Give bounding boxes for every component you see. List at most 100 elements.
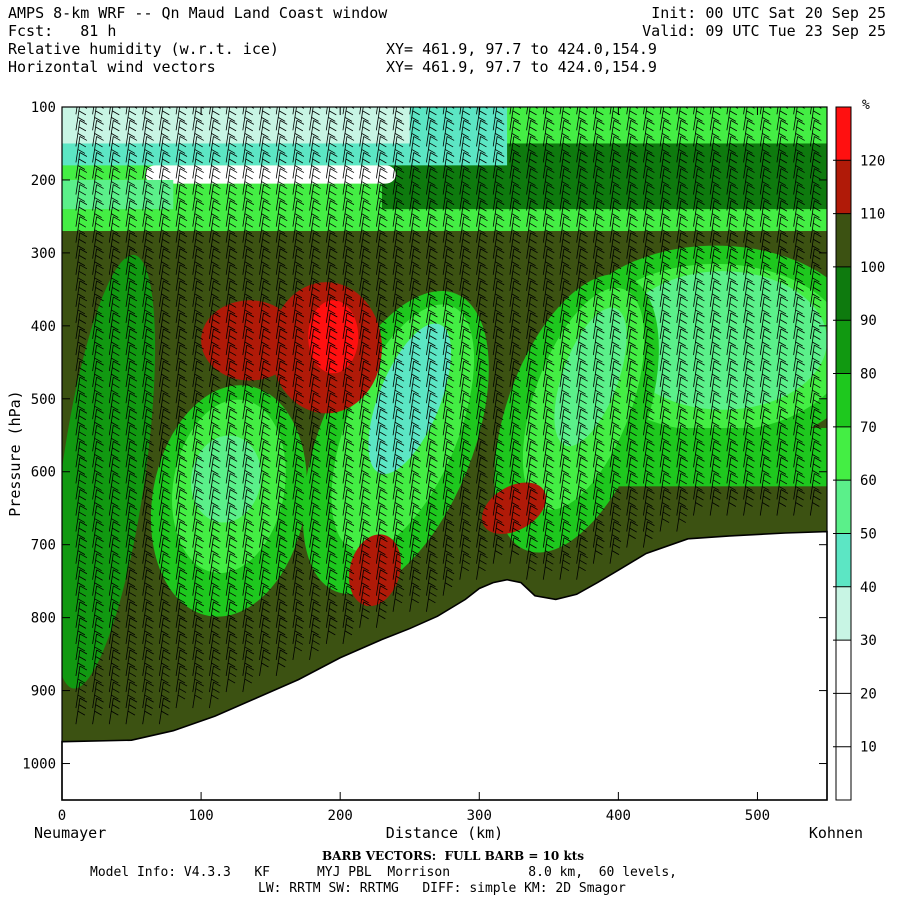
terrain (61, 530, 828, 801)
wind-barb-270 (175, 665, 188, 693)
wind-barb-565 (325, 107, 338, 131)
wind-barb-490 (275, 601, 288, 628)
wind-barb-1048 (576, 328, 588, 356)
wind-barb-163 (142, 200, 154, 227)
wind-barb-456 (259, 633, 271, 661)
wind-barb-773 (426, 264, 438, 291)
wind-barb-1423 (809, 248, 822, 275)
wind-barb-452 (259, 569, 271, 596)
wind-barb-899 (492, 312, 505, 340)
wind-barb-854 (459, 553, 471, 580)
wind-barb-532 (309, 136, 321, 163)
wind-barb-658 (359, 505, 371, 532)
wind-barb-848 (459, 457, 471, 484)
wind-barb-1129 (626, 216, 638, 243)
wind-barb-624 (342, 505, 355, 532)
wind-barb-594 (325, 569, 338, 596)
wind-barb-218 (158, 457, 171, 484)
x-tick-label: 100 (188, 808, 213, 824)
wind-barb-923 (509, 232, 522, 259)
wind-barb-710 (392, 280, 405, 307)
wind-barb-462 (275, 152, 288, 179)
wind-barb-1144 (626, 457, 638, 484)
wind-barb-326 (209, 344, 221, 372)
wind-barb-1107 (609, 328, 622, 356)
wind-barb-897 (492, 280, 505, 307)
wind-barb-619 (342, 424, 355, 452)
wind-barb-921 (509, 200, 522, 227)
wind-barb-881 (476, 505, 488, 532)
wind-barb-325 (209, 328, 221, 356)
wind-barb-9 (75, 232, 88, 259)
wind-barb-1056 (576, 457, 588, 484)
wind-barb-760 (409, 569, 421, 596)
wind-barb-1323 (743, 312, 755, 340)
wind-barb-274 (192, 120, 204, 147)
wind-barb-940 (509, 505, 522, 532)
wind-barb-1154 (643, 168, 655, 195)
wind-barb-1193 (659, 344, 672, 372)
wind-barb-207 (158, 280, 171, 307)
wind-barb-514 (292, 408, 305, 436)
wind-barb-1160 (643, 264, 655, 291)
wind-barb-699 (392, 107, 405, 131)
wind-barb-707 (392, 232, 405, 259)
wind-barb-1321 (743, 280, 755, 307)
wind-barb-745 (409, 328, 421, 356)
wind-barb-1342 (759, 200, 772, 227)
wind-barb-1072 (592, 232, 605, 259)
wind-barb-476 (275, 376, 288, 404)
wind-barb-1186 (659, 232, 672, 259)
wind-barb-248 (175, 312, 188, 340)
wind-barb-953 (526, 248, 538, 275)
wind-barb-1216 (676, 280, 688, 307)
wind-barb-759 (409, 553, 421, 580)
wind-barb-238 (175, 152, 188, 179)
wind-barb-674 (375, 232, 388, 259)
wind-barb-1406 (793, 392, 805, 420)
wind-barb-1140 (626, 392, 638, 420)
wind-barb-789 (426, 521, 438, 548)
wind-barb-1244 (693, 296, 705, 323)
wind-barb-929 (509, 328, 522, 356)
wind-barb-333 (209, 457, 221, 484)
wind-barb-1025 (559, 441, 572, 468)
wind-barb-170 (142, 312, 154, 340)
wind-barb-336 (209, 505, 221, 532)
wind-barb-922 (509, 216, 522, 243)
wind-barb-44 (92, 168, 104, 195)
wind-barb-388 (242, 136, 255, 163)
wind-barb-1174 (643, 489, 655, 516)
wind-barb-308 (192, 665, 204, 693)
wind-barb-90 (108, 280, 121, 307)
wind-barb-691 (375, 505, 388, 532)
wind-barb-524 (292, 569, 305, 596)
wind-barb-332 (209, 441, 221, 468)
wind-barb-492 (275, 633, 288, 661)
wind-barb-1078 (592, 328, 605, 356)
wind-barb-1026 (559, 457, 572, 484)
wind-barb-990 (542, 360, 555, 388)
wind-barb-187 (142, 585, 154, 612)
wind-barb-620 (342, 441, 355, 468)
wind-barb-515 (292, 424, 305, 452)
wind-barb-201 (158, 184, 171, 211)
wind-barb-580 (325, 344, 338, 372)
wind-barb-486 (275, 537, 288, 564)
wind-barb-1237 (693, 184, 705, 211)
wind-barb-330 (209, 408, 221, 436)
wind-barb-512 (292, 376, 305, 404)
wind-barb-296 (192, 473, 204, 500)
wind-barb-1228 (676, 473, 688, 500)
wind-barb-58 (92, 392, 104, 420)
wind-barb-865 (476, 248, 488, 275)
wind-barb-1225 (676, 424, 688, 452)
wind-barb-967 (526, 473, 538, 500)
wind-barb-75 (92, 665, 104, 693)
wind-barb-602 (342, 152, 355, 179)
wind-barb-334 (209, 473, 221, 500)
wind-barb-1109 (609, 360, 622, 388)
wind-barb-728 (392, 569, 405, 596)
wind-barb-146 (125, 553, 138, 580)
wind-barb-1178 (659, 107, 672, 131)
